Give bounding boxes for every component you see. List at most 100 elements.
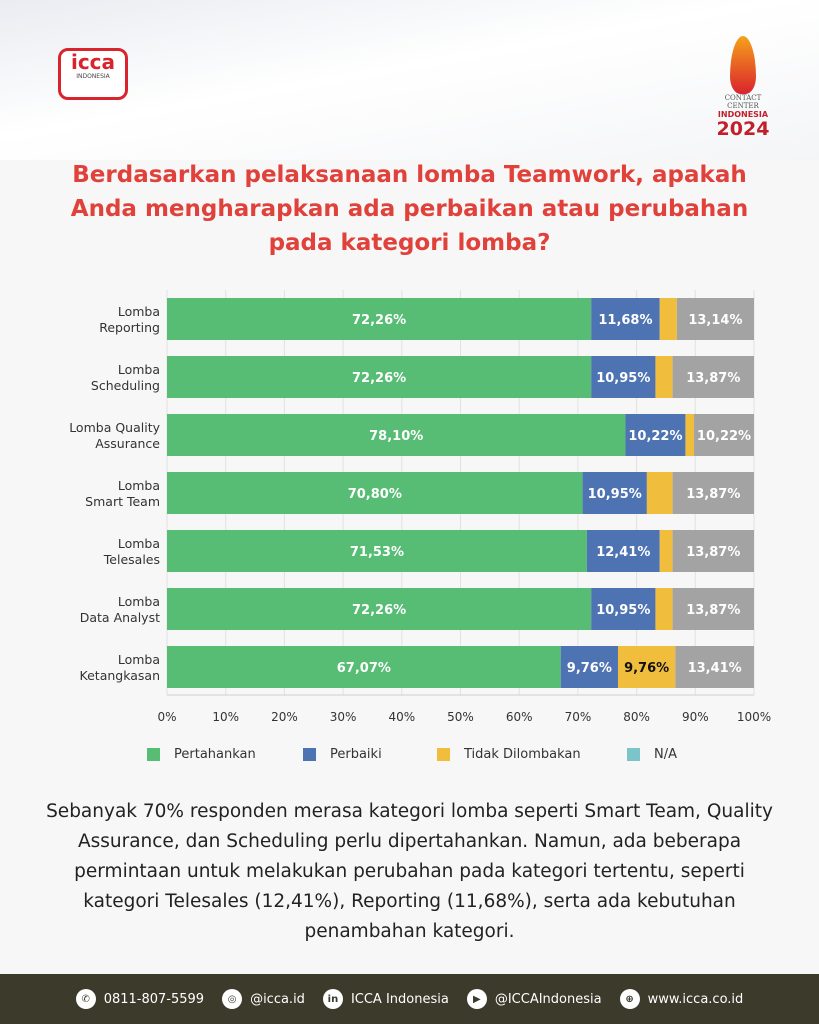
flame-icon [730, 36, 756, 94]
data-label: 70,80% [348, 487, 402, 502]
bar-segment [685, 414, 695, 456]
data-label: 10,95% [596, 371, 650, 386]
footer-text: @ICCAIndonesia [494, 991, 602, 1007]
bar-segment [676, 298, 754, 340]
category-label: Ketangkasan [80, 668, 160, 683]
linkedin-icon: in [322, 989, 343, 1009]
bar-segment [625, 414, 686, 456]
footer-website[interactable]: ⊕ www.icca.co.id [619, 989, 743, 1009]
bar-segment [694, 414, 754, 456]
category-label: Lomba [118, 362, 160, 377]
footer-text: 0811-807-5599 [103, 991, 205, 1007]
data-label: 72,26% [352, 313, 406, 328]
x-tick-label: 20% [271, 710, 298, 724]
bar-segment [672, 472, 754, 514]
x-tick-label: 40% [388, 710, 415, 724]
data-label: 13,87% [686, 371, 740, 386]
bar-segment [586, 530, 660, 572]
footer-linkedin[interactable]: in ICCA Indonesia [322, 989, 449, 1009]
legend-item: Perbaiki [303, 747, 382, 762]
footer: ✆ 0811-807-5599 ◎ @icca.id in ICCA Indonesi… [0, 974, 819, 1024]
bar-segment [582, 472, 647, 514]
bar-segment [617, 646, 676, 688]
x-tick-label: 80% [623, 710, 650, 724]
bar-segment [659, 298, 677, 340]
x-tick-label: 30% [330, 710, 357, 724]
icca-logo: icca INDONESIA [58, 48, 128, 100]
category-label: Lomba [118, 304, 160, 319]
contact-center-2024-logo: CONTACT CENTER INDONESIA 2024 [708, 36, 778, 140]
bar-segment [167, 298, 592, 340]
footer-text: ICCA Indonesia [350, 991, 449, 1007]
x-tick-label: 60% [506, 710, 533, 724]
bar-segment [167, 472, 583, 514]
category-label: Lomba [118, 652, 160, 667]
legend-label: Pertahankan [174, 747, 256, 762]
category-label: Lomba [118, 536, 160, 551]
page-title: Berdasarkan pelaksanaan lomba Teamwork, … [70, 162, 749, 256]
data-label: 9,76% [624, 661, 669, 676]
data-label: 10,22% [697, 429, 751, 444]
footer-text: @icca.id [250, 991, 305, 1007]
bar-segment [167, 646, 561, 688]
whatsapp-icon: ✆ [75, 989, 96, 1009]
bar-segment [655, 356, 673, 398]
bar-segment [167, 588, 592, 630]
legend-label: Tidak Dilombakan [464, 747, 581, 762]
bar-segment [672, 356, 754, 398]
data-label: 10,22% [628, 429, 682, 444]
stacked-bar-chart: 0% 10% 20% 30% 40% 50% 60% 70% 80% 90% 100%LombaRe… [69, 290, 771, 724]
bar-segment [672, 588, 754, 630]
bar-segment [655, 588, 673, 630]
header-background [0, 0, 819, 160]
bar-segment [560, 646, 618, 688]
data-label: 10,95% [588, 487, 642, 502]
category-label: Lomba [118, 478, 160, 493]
legend-swatch [627, 748, 640, 761]
data-label: 11,68% [598, 313, 652, 328]
data-label: 9,76% [567, 661, 612, 676]
category-label: Lomba Quality [69, 420, 160, 435]
bar-segment [167, 530, 587, 572]
data-label: 13,41% [688, 661, 742, 676]
bar-segment [591, 298, 660, 340]
category-label: Data Analyst [80, 610, 160, 625]
legend-item: Pertahankan [147, 747, 256, 762]
data-label: 72,26% [352, 603, 406, 618]
legend-item: Tidak Dilombakan [437, 747, 581, 762]
logo-text: INDONESIA [717, 110, 769, 119]
x-tick-label: 70% [565, 710, 592, 724]
bar-segment [167, 414, 626, 456]
summary-text: Sebanyak 70% responden merasa kategori l… [46, 801, 773, 942]
instagram-icon: ◎ [222, 989, 243, 1009]
data-label: 71,53% [350, 545, 404, 560]
category-label: Lomba [118, 594, 160, 609]
logo-text: CONTACT CENTER [724, 94, 762, 110]
data-label: 78,10% [369, 429, 423, 444]
data-label: 13,87% [686, 487, 740, 502]
data-label: 10,95% [596, 603, 650, 618]
footer-youtube[interactable]: ▶ @ICCAIndonesia [466, 989, 602, 1009]
legend-swatch [303, 748, 316, 761]
x-tick-label: 100% [737, 710, 771, 724]
x-tick-label: 0% [157, 710, 176, 724]
footer-instagram[interactable]: ◎ @icca.id [222, 989, 305, 1009]
youtube-icon: ▶ [466, 989, 487, 1009]
data-label: 12,41% [596, 545, 650, 560]
category-label: Smart Team [85, 494, 160, 509]
footer-whatsapp[interactable]: ✆ 0811-807-5599 [75, 989, 205, 1009]
legend-item: N/A [627, 747, 677, 762]
logo-year: 2024 [716, 118, 770, 140]
chart-legend: Pertahankan Perbaiki Tidak Dilombakan N/… [0, 747, 819, 767]
data-label: 13,14% [688, 313, 742, 328]
category-label: Scheduling [91, 378, 160, 393]
x-tick-label: 50% [447, 710, 474, 724]
data-label: 72,26% [352, 371, 406, 386]
category-label: Telesales [103, 552, 160, 567]
category-label: Reporting [99, 320, 160, 335]
bar-segment [591, 588, 656, 630]
legend-label: Perbaiki [330, 747, 382, 762]
bar-segment [675, 646, 754, 688]
bar-segment [167, 356, 592, 398]
data-label: 13,87% [686, 603, 740, 618]
